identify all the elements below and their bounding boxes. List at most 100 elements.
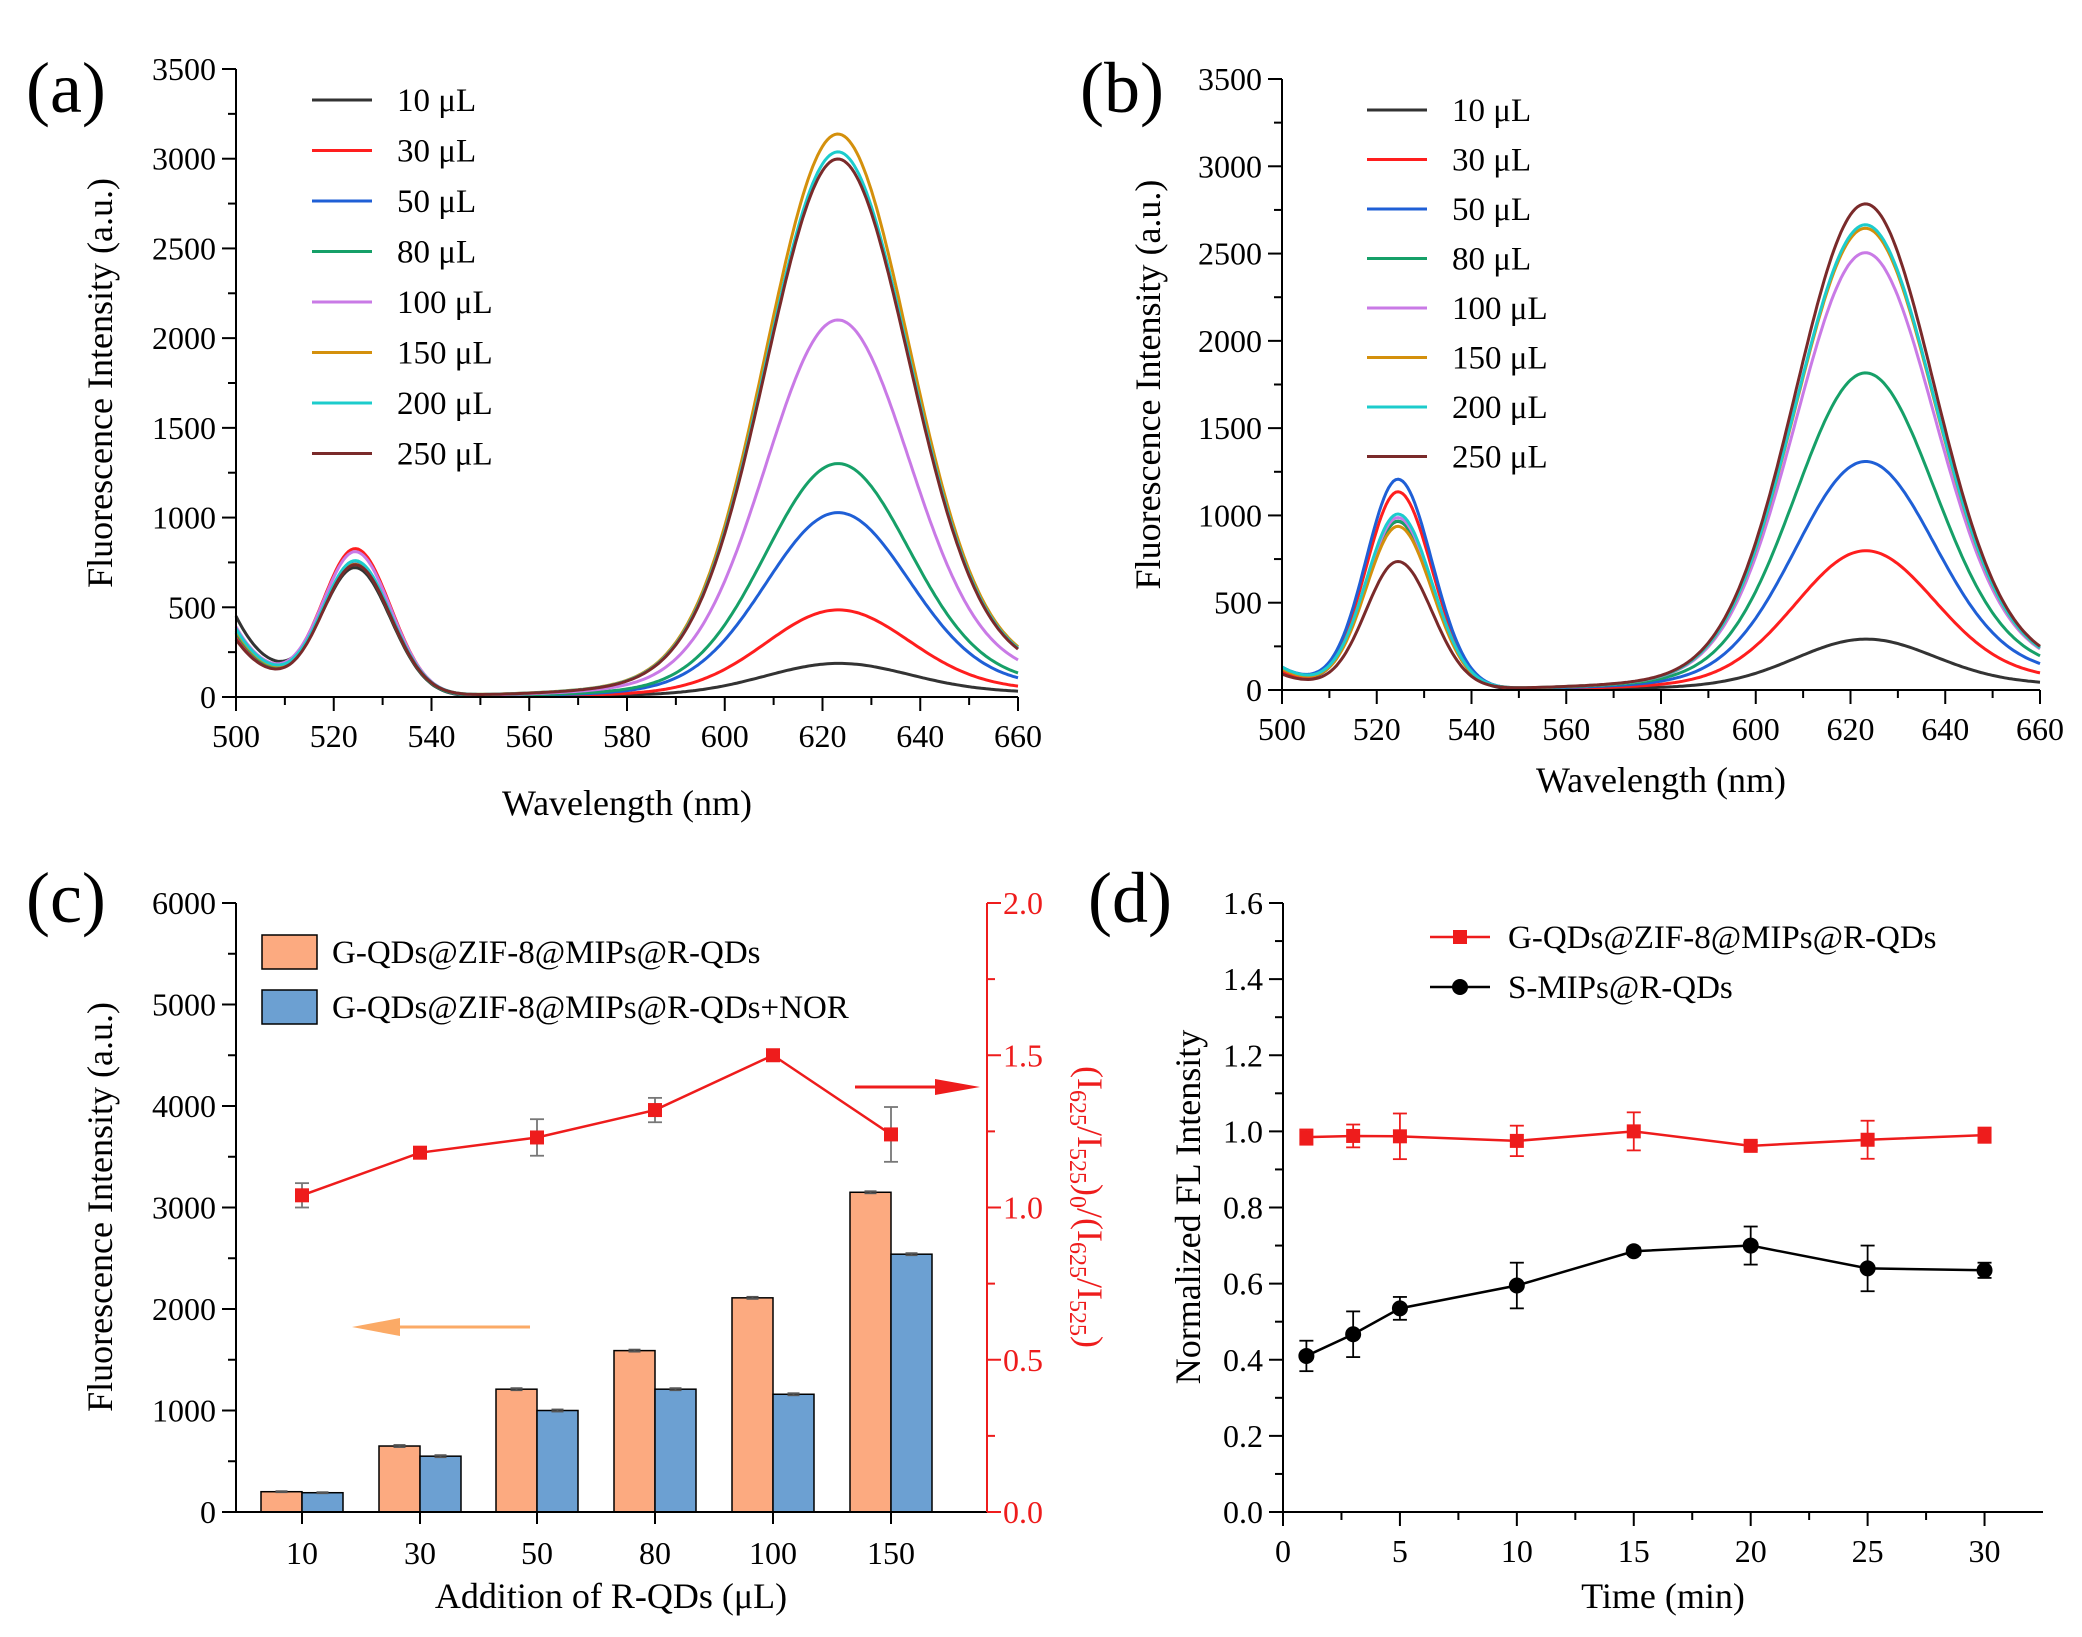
legend-label: 30 μL bbox=[397, 134, 476, 170]
legend: 10 μL 30 μL 50 μL 80 μL 100 μL 150 μL 200 μL 25… bbox=[312, 83, 493, 473]
legend-marker bbox=[1453, 930, 1467, 944]
x-tick-label: 560 bbox=[505, 718, 553, 754]
series-line bbox=[1305, 1244, 1985, 1358]
bar bbox=[731, 1297, 774, 1513]
x-tick-label: 600 bbox=[701, 718, 749, 754]
legend-label: 100 μL bbox=[1452, 291, 1548, 327]
x-tick-label: 150 bbox=[867, 1535, 915, 1571]
legend-label: 250 μL bbox=[397, 437, 493, 473]
x-tick-label: 0 bbox=[1275, 1533, 1291, 1569]
y-tick-label: 3000 bbox=[152, 141, 216, 177]
legend-swatch bbox=[261, 989, 318, 1025]
x-tick-label: 620 bbox=[799, 718, 847, 754]
y2-tick-label: 1.5 bbox=[1003, 1037, 1043, 1073]
y-tick-label: 2000 bbox=[152, 320, 216, 356]
x-tick-label: 30 bbox=[404, 1535, 436, 1571]
x-tick-label: 660 bbox=[2016, 711, 2064, 747]
y-tick-label: 0 bbox=[1246, 672, 1262, 708]
y2-label-part: /(I bbox=[1070, 1208, 1110, 1242]
y-tick-label: 1.4 bbox=[1223, 961, 1263, 997]
y2-tick-label: 2.0 bbox=[1003, 885, 1043, 921]
legend-label: 200 μL bbox=[1452, 390, 1548, 426]
x-tick-label: 560 bbox=[1542, 711, 1590, 747]
y-tick-label: 2000 bbox=[1198, 323, 1262, 359]
series-line bbox=[1281, 371, 2041, 690]
chart-a: (a)500 520 540 560 580 600 620 640 6600500100015… bbox=[26, 48, 1042, 823]
y-tick-label: 1500 bbox=[1198, 410, 1262, 446]
y2-tick-label: 0.0 bbox=[1003, 1494, 1043, 1530]
series-point bbox=[1625, 1243, 1642, 1260]
legend-label: G-QDs@ZIF-8@MIPs@R-QDs+NOR bbox=[332, 990, 849, 1026]
series-line bbox=[234, 547, 1019, 698]
y2-label-subscript: 0 bbox=[1064, 1196, 1090, 1208]
y-tick-label: 1000 bbox=[152, 500, 216, 536]
x-tick-label: 80 bbox=[639, 1535, 671, 1571]
y-tick-label: 1.6 bbox=[1223, 885, 1263, 921]
y2-axis-label: (I625/I525)0/(I625/I525) bbox=[1064, 1066, 1110, 1348]
y-tick-label: 1000 bbox=[1198, 497, 1262, 533]
y-tick-label: 2000 bbox=[152, 1291, 216, 1327]
y2-label-subscript: 625 bbox=[1064, 1090, 1090, 1126]
ratio-point bbox=[884, 1127, 898, 1142]
bar bbox=[536, 1409, 579, 1513]
y2-label-subscript: 525 bbox=[1064, 1148, 1090, 1184]
ratio-point bbox=[413, 1145, 427, 1160]
series-point bbox=[1860, 1132, 1875, 1147]
y-tick-label: 0.4 bbox=[1223, 1342, 1263, 1378]
y2-label-part: ) bbox=[1070, 1184, 1110, 1196]
bar bbox=[613, 1349, 656, 1513]
x-tick-label: 50 bbox=[521, 1535, 553, 1571]
ratio-point bbox=[766, 1048, 780, 1063]
series-point bbox=[1391, 1300, 1408, 1317]
chart-c: (c) 10 30 50 80 100 150 0 1000 2000 3000 4000 5000 60… bbox=[26, 858, 1110, 1616]
y-axis-label: Normalized FL Intensity bbox=[1168, 1030, 1208, 1385]
left-axis-arrowhead bbox=[352, 1318, 400, 1336]
x-tick-label: 520 bbox=[310, 718, 358, 754]
x-axis-label: Time (min) bbox=[1581, 1576, 1745, 1616]
y-tick-label: 500 bbox=[168, 589, 216, 625]
panel-label: (a) bbox=[26, 48, 106, 128]
x-tick-label: 500 bbox=[212, 718, 260, 754]
y-axis-label: Fluorescence Intensity (a.u.) bbox=[80, 1002, 120, 1412]
panel-label: (c) bbox=[26, 858, 106, 938]
legend: G-QDs@ZIF-8@MIPs@R-QDs G-QDs@ZIF-8@MIPs@R… bbox=[261, 934, 849, 1026]
series-line bbox=[234, 150, 1019, 696]
series-line bbox=[234, 511, 1019, 698]
x-tick-label: 10 bbox=[1501, 1533, 1533, 1569]
bar bbox=[495, 1388, 538, 1513]
legend-label: 200 μL bbox=[397, 386, 493, 422]
y-tick-label: 3500 bbox=[1198, 61, 1262, 97]
panel-label: (d) bbox=[1088, 858, 1172, 938]
y-tick-label: 1.0 bbox=[1223, 1113, 1263, 1149]
y2-label-subscript: 625 bbox=[1064, 1242, 1090, 1278]
y-tick-label: 3000 bbox=[152, 1190, 216, 1226]
x-tick-label: 520 bbox=[1353, 711, 1401, 747]
legend: G-QDs@ZIF-8@MIPs@R-QDs S-MIPs@R-QDs bbox=[1430, 920, 1937, 1006]
bar bbox=[772, 1393, 815, 1513]
legend-marker bbox=[1452, 979, 1468, 995]
x-tick-label: 600 bbox=[1732, 711, 1780, 747]
bar bbox=[260, 1490, 303, 1513]
y-tick-label: 1500 bbox=[152, 410, 216, 446]
legend-label: 150 μL bbox=[1452, 341, 1548, 377]
y-tick-label: 6000 bbox=[152, 885, 216, 921]
y-axis-label: Fluorescence Intensity (a.u.) bbox=[80, 178, 120, 588]
x-tick-label: 100 bbox=[749, 1535, 797, 1571]
series-point bbox=[1976, 1262, 1993, 1279]
legend-label: 80 μL bbox=[397, 235, 476, 271]
series-point bbox=[1299, 1130, 1314, 1145]
series-point bbox=[1345, 1326, 1362, 1343]
y-tick-label: 1.2 bbox=[1223, 1037, 1263, 1073]
y-tick-label: 1000 bbox=[152, 1393, 216, 1429]
x-tick-label: 15 bbox=[1618, 1533, 1650, 1569]
bar bbox=[301, 1491, 344, 1513]
legend-label: G-QDs@ZIF-8@MIPs@R-QDs bbox=[332, 935, 761, 971]
series-line bbox=[1281, 460, 2041, 690]
y-tick-label: 2500 bbox=[152, 230, 216, 266]
legend-label: 50 μL bbox=[397, 184, 476, 220]
x-tick-label: 540 bbox=[1448, 711, 1496, 747]
legend: 10 μL 30 μL 50 μL 80 μL 100 μL 150 μL 200 μL 25… bbox=[1367, 93, 1548, 476]
x-tick-label: 660 bbox=[994, 718, 1042, 754]
series-point bbox=[1743, 1138, 1758, 1153]
series-line bbox=[1281, 202, 2041, 690]
